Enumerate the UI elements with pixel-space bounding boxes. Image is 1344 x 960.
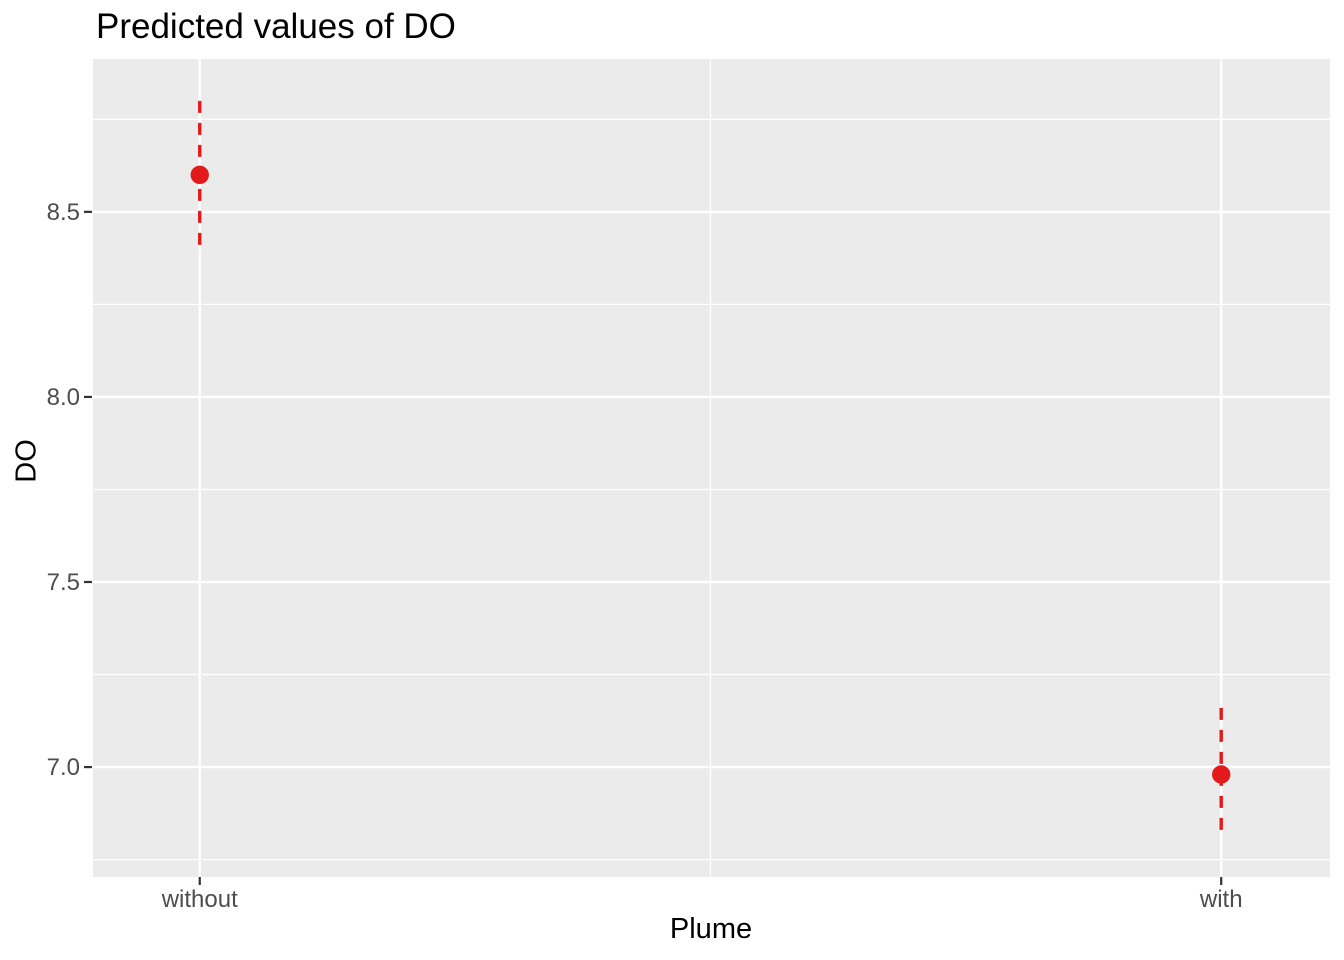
x-tick-label: without [161,886,238,913]
y-axis-title: DO [10,439,43,483]
data-point [1212,765,1231,784]
data-point [190,165,209,185]
y-tick-label: 8.0 [47,384,80,411]
y-tick-label: 7.0 [47,754,80,781]
chart-title: Predicted values of DO [96,7,456,46]
y-tick-label: 7.5 [47,569,80,596]
y-tick-label: 8.5 [47,199,80,226]
x-axis-title: Plume [669,913,753,945]
panel-background [93,59,1330,877]
x-tick-label: with [1199,886,1243,913]
